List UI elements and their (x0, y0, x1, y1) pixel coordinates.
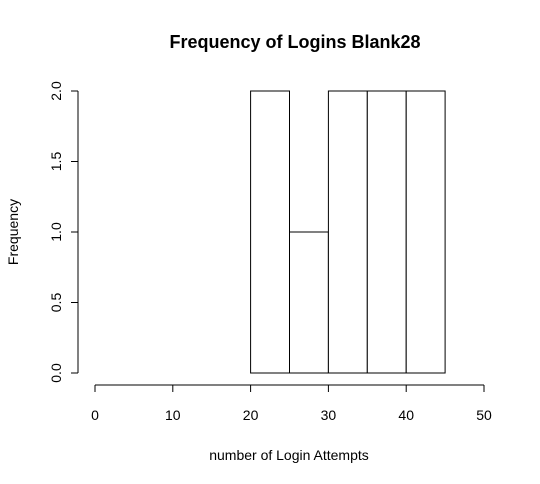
y-tick-label-0: 0.0 (48, 363, 64, 383)
x-axis: 0 10 20 30 40 50 (91, 384, 492, 423)
y-tick-label-0.5: 0.5 (48, 293, 64, 313)
histogram-bar-30-35 (327, 90, 368, 374)
bars-group (250, 90, 446, 374)
y-axis: 0.0 0.5 1.0 1.5 2.0 (48, 81, 79, 383)
x-tick-label-10: 10 (165, 407, 181, 423)
x-tick-label-0: 0 (91, 407, 99, 423)
y-tick-label-1.5: 1.5 (48, 152, 64, 172)
x-tick-label-50: 50 (476, 407, 492, 423)
histogram-bar-35-40 (366, 90, 407, 374)
x-axis-label: number of Login Attempts (209, 447, 369, 463)
x-tick-label-40: 40 (398, 407, 414, 423)
x-tick-label-20: 20 (243, 407, 259, 423)
y-tick-label-2: 2.0 (48, 81, 64, 101)
x-tick-label-30: 30 (321, 407, 337, 423)
histogram-bar-25-30 (289, 231, 329, 374)
y-tick-label-1: 1.0 (48, 222, 64, 242)
chart-title: Frequency of Logins Blank28 (169, 32, 420, 52)
y-axis-label: Frequency (5, 199, 21, 265)
histogram-bar-20-25 (250, 90, 291, 374)
histogram-bar-40-45 (405, 90, 446, 374)
